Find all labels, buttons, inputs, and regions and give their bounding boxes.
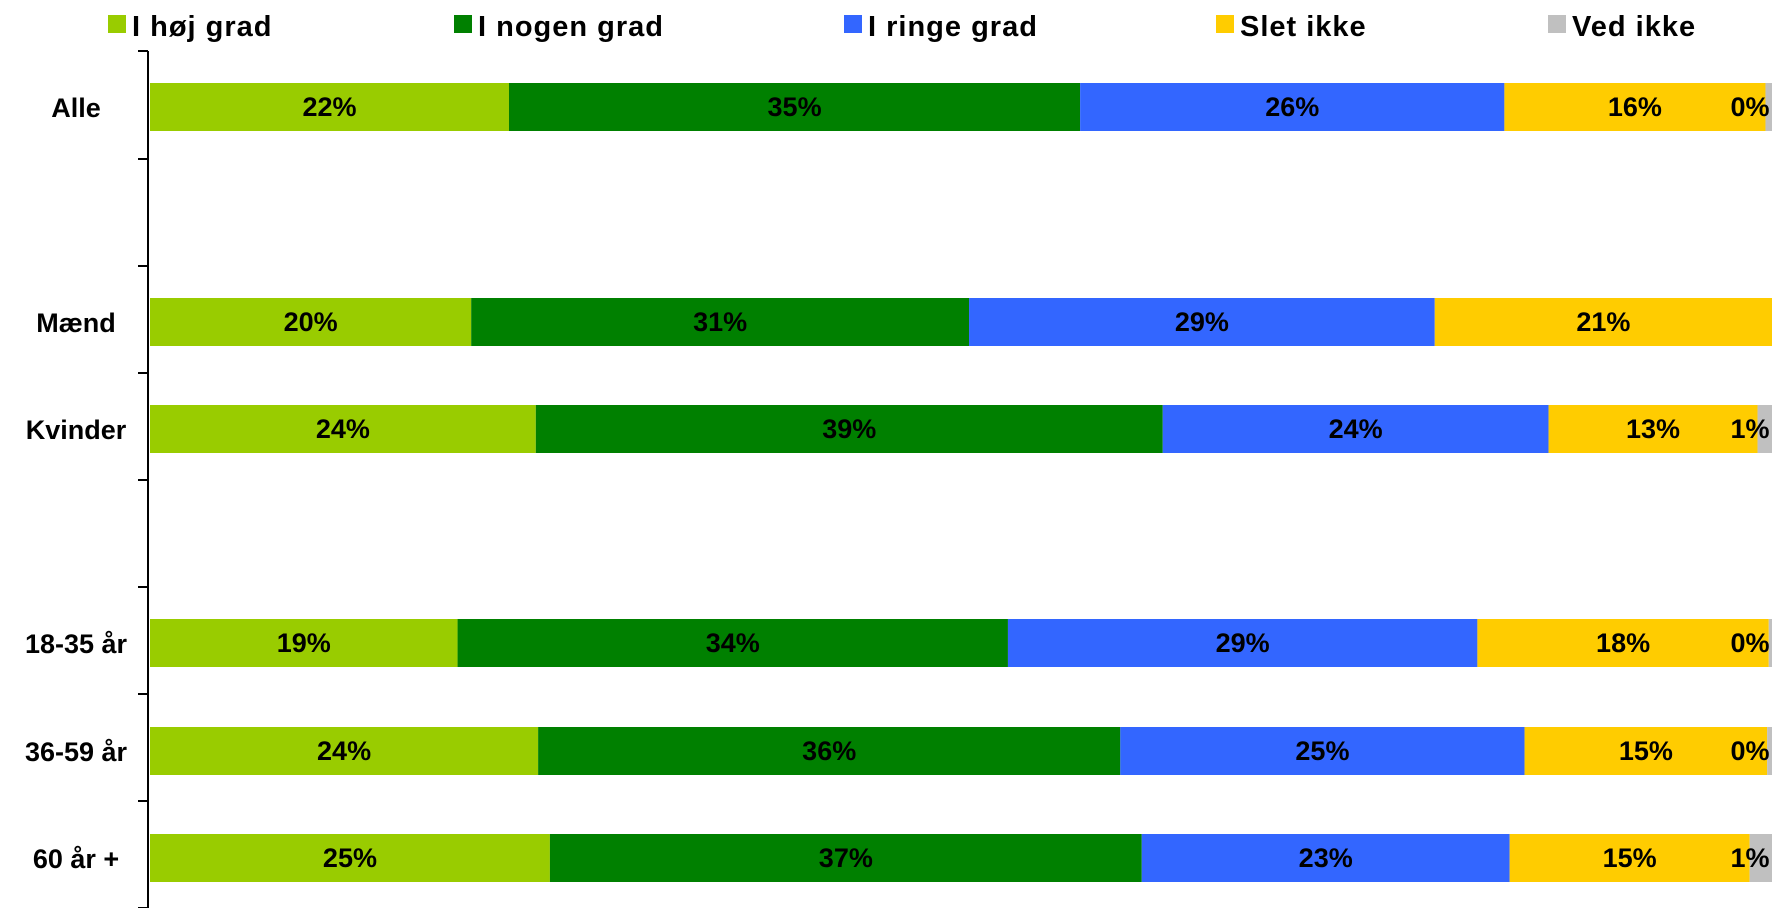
bar-segment bbox=[150, 83, 509, 131]
data-label: 34% bbox=[706, 628, 760, 658]
bar-segment bbox=[549, 834, 1142, 882]
data-label: 24% bbox=[1329, 414, 1383, 444]
category-label: Kvinder bbox=[26, 415, 127, 445]
category-label: 18-35 år bbox=[25, 629, 128, 659]
bar-segment bbox=[150, 405, 536, 453]
data-label: 29% bbox=[1216, 628, 1270, 658]
bar-segment bbox=[1162, 405, 1549, 453]
bar-segment bbox=[1080, 83, 1505, 131]
bar-segment bbox=[535, 405, 1163, 453]
legend-label: I nogen grad bbox=[478, 11, 664, 43]
bar-segment bbox=[150, 727, 539, 775]
data-label: 1% bbox=[1730, 414, 1769, 444]
data-label: 25% bbox=[323, 843, 377, 873]
legend-item: I nogen grad bbox=[454, 11, 664, 43]
bar-segment bbox=[538, 727, 1121, 775]
data-label: 13% bbox=[1626, 414, 1680, 444]
legend-swatch bbox=[1216, 15, 1234, 33]
data-label: 31% bbox=[693, 307, 747, 337]
bar-segment bbox=[969, 298, 1435, 346]
data-label: 36% bbox=[802, 736, 856, 766]
bar-segment bbox=[150, 619, 458, 667]
data-label: 16% bbox=[1608, 92, 1662, 122]
y-axis bbox=[138, 50, 149, 908]
data-label: 25% bbox=[1295, 736, 1349, 766]
legend-label: I ringe grad bbox=[868, 11, 1038, 43]
data-label: 22% bbox=[302, 92, 356, 122]
bar-segment bbox=[1757, 405, 1772, 453]
data-label: 19% bbox=[277, 628, 331, 658]
bar-segment bbox=[1767, 727, 1772, 775]
legend-swatch bbox=[454, 15, 472, 33]
data-label: 18% bbox=[1596, 628, 1650, 658]
bar-segment bbox=[1504, 83, 1766, 131]
data-label: 15% bbox=[1603, 843, 1657, 873]
data-label: 24% bbox=[317, 736, 371, 766]
category-label: Mænd bbox=[36, 308, 115, 338]
data-label: 35% bbox=[768, 92, 822, 122]
data-label: 37% bbox=[819, 843, 873, 873]
bar-segment bbox=[1509, 834, 1750, 882]
legend-swatch bbox=[108, 15, 126, 33]
data-label: 0% bbox=[1730, 736, 1769, 766]
bar-segment bbox=[1477, 619, 1769, 667]
bar-segment bbox=[508, 83, 1081, 131]
bar-segment bbox=[1524, 727, 1768, 775]
data-label: 20% bbox=[284, 307, 338, 337]
bar-segment bbox=[1768, 619, 1772, 667]
legend-item: I høj grad bbox=[108, 11, 273, 43]
category-label: Alle bbox=[51, 93, 101, 123]
legend-item: I ringe grad bbox=[844, 11, 1038, 43]
data-label: 21% bbox=[1576, 307, 1630, 337]
legend-item: Slet ikke bbox=[1216, 11, 1367, 43]
legend-swatch bbox=[1548, 15, 1566, 33]
legend: I høj grad I nogen grad I ringe grad Slet i… bbox=[108, 11, 1696, 43]
bar-segment bbox=[1749, 834, 1772, 882]
data-label: 26% bbox=[1265, 92, 1319, 122]
bar-segment bbox=[1548, 405, 1758, 453]
data-label: 39% bbox=[822, 414, 876, 444]
bar-segment bbox=[1141, 834, 1510, 882]
bar-segment bbox=[1120, 727, 1525, 775]
data-label: 24% bbox=[316, 414, 370, 444]
bars: 22% 35% 26% 16% 0% 20% 31% 29% 21% 24% 39% 24% 13% 1%… bbox=[150, 83, 1772, 882]
data-label: 0% bbox=[1730, 628, 1769, 658]
data-label: 1% bbox=[1730, 843, 1769, 873]
category-label: 36-59 år bbox=[25, 737, 128, 767]
data-label: 23% bbox=[1299, 843, 1353, 873]
legend-label: I høj grad bbox=[132, 11, 273, 43]
bar-segment bbox=[1007, 619, 1478, 667]
category-label: 60 år + bbox=[33, 844, 119, 874]
bar-segment bbox=[471, 298, 970, 346]
bar-segment bbox=[1765, 83, 1772, 131]
data-label: 0% bbox=[1730, 92, 1769, 122]
data-label: 29% bbox=[1175, 307, 1229, 337]
data-label: 15% bbox=[1619, 736, 1673, 766]
legend-swatch bbox=[844, 15, 862, 33]
legend-item: Ved ikke bbox=[1548, 11, 1696, 43]
bar-segment bbox=[1434, 298, 1772, 346]
bar-segment bbox=[150, 834, 550, 882]
category-labels: Alle Mænd Kvinder 18-35 år 36-59 år 60 år + bbox=[25, 93, 128, 874]
bar-segment bbox=[150, 298, 472, 346]
legend-label: Ved ikke bbox=[1572, 11, 1696, 43]
bar-segment bbox=[457, 619, 1008, 667]
legend-label: Slet ikke bbox=[1240, 11, 1367, 43]
